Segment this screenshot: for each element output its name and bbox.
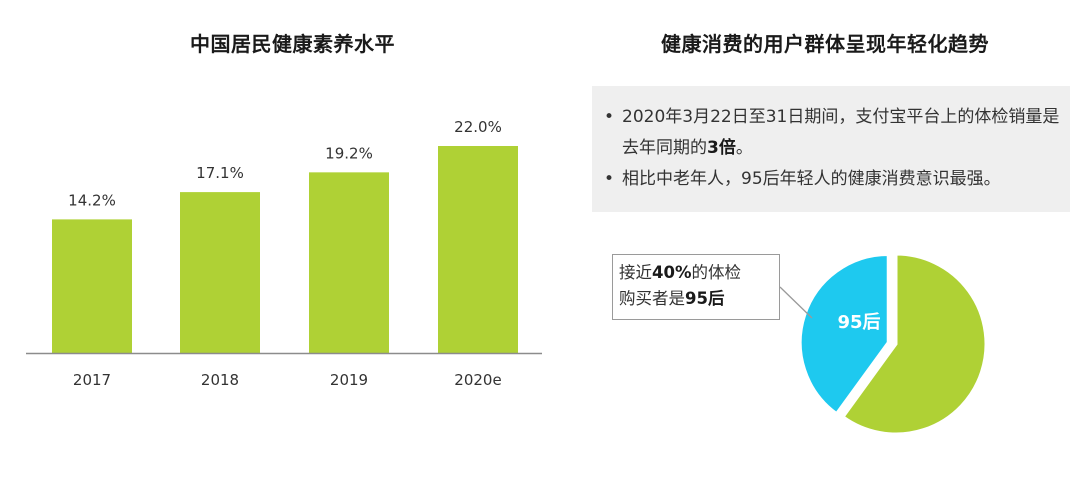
bar-2017 <box>52 219 132 353</box>
callout-bold-group: 95后 <box>685 289 725 308</box>
bullet-item-2: • 相比中老年人，95后年轻人的健康消费意识最强。 <box>600 164 1060 195</box>
bar-2020e <box>438 146 518 353</box>
x-tick-label: 2019 <box>330 371 368 389</box>
callout-text-a: 接近 <box>619 263 652 282</box>
callout-line-2: 购买者是95后 <box>619 286 773 312</box>
bullet-dot: • <box>604 107 615 127</box>
bullet-1-text-b: 。 <box>735 138 753 158</box>
x-tick-label: 2018 <box>201 371 239 389</box>
x-tick-label: 2020e <box>454 371 501 389</box>
pie-slice-label: 95后 <box>837 312 880 333</box>
x-tick-label: 2017 <box>73 371 111 389</box>
bar-2019 <box>309 172 389 353</box>
bar-chart-title: 中国居民健康素养水平 <box>190 32 395 56</box>
callout-leader-line <box>779 286 813 319</box>
callout-text-b: 的体检 <box>691 263 742 282</box>
bar-value-label: 22.0% <box>454 118 502 136</box>
bullet-1-bold: 3倍 <box>707 138 736 158</box>
bar-value-label: 19.2% <box>325 144 373 162</box>
bullet-1-text-a: 2020年3月22日至31日期间，支付宝平台上的体检销量是去年同期的 <box>622 107 1060 158</box>
bar-value-label: 17.1% <box>196 164 244 182</box>
bar-chart: 14.2% 2017 17.1% 2018 19.2% 2019 22.0% 2020e <box>26 118 542 389</box>
bar-2018 <box>180 192 260 353</box>
bullet-text-1: 2020年3月22日至31日期间，支付宝平台上的体检销量是去年同期的3倍。 <box>622 102 1060 164</box>
pie-section-title: 健康消费的用户群体呈现年轻化趋势 <box>661 32 989 56</box>
notes-box: • 2020年3月22日至31日期间，支付宝平台上的体检销量是去年同期的3倍。 … <box>592 86 1070 212</box>
pie-slice-95hou <box>798 252 890 416</box>
pie-slice-other <box>841 252 988 436</box>
pie-callout: 接近40%的体检 购买者是95后 <box>612 254 780 320</box>
callout-line-1: 接近40%的体检 <box>619 260 773 286</box>
bar-value-label: 14.2% <box>68 191 116 209</box>
callout-bold-percent: 40% <box>652 263 692 282</box>
bullet-dot: • <box>604 169 615 189</box>
bullet-text-2: 相比中老年人，95后年轻人的健康消费意识最强。 <box>622 169 1001 189</box>
bullet-item-1: • 2020年3月22日至31日期间，支付宝平台上的体检销量是去年同期的3倍。 <box>600 102 1060 164</box>
callout-text-c: 购买者是 <box>619 289 685 308</box>
